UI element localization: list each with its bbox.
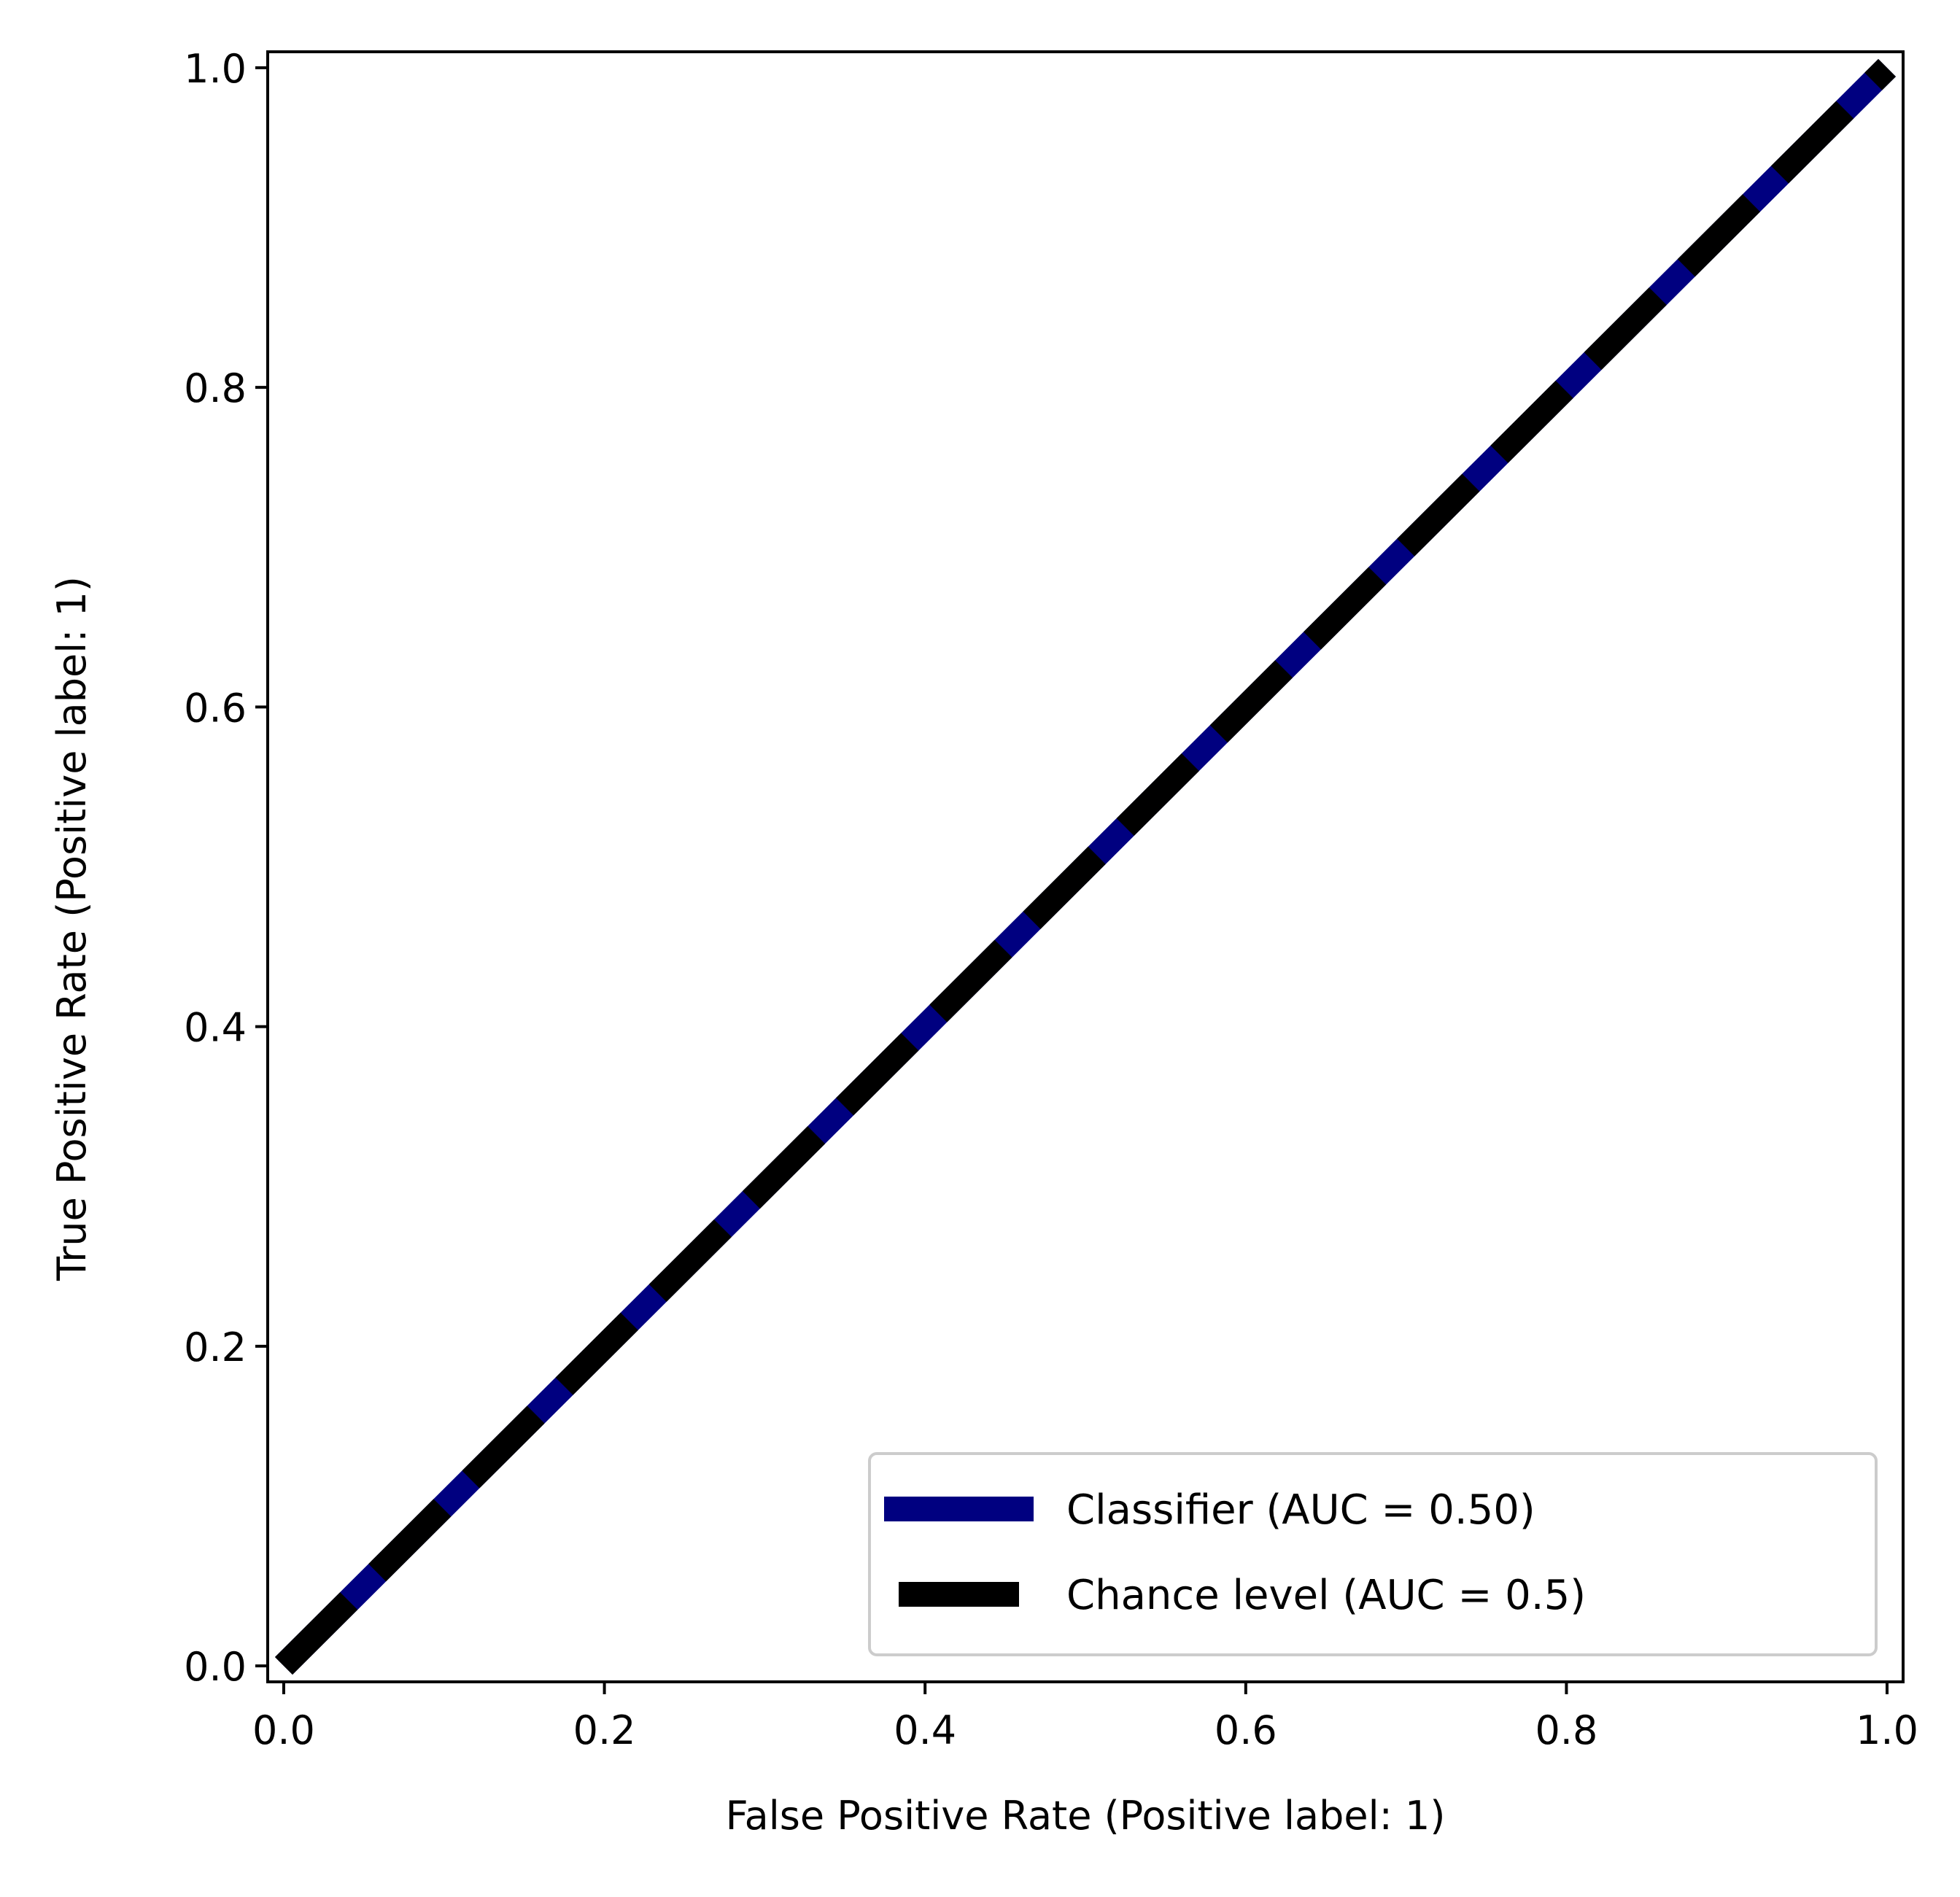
series-lines <box>274 58 1897 1675</box>
y-axis-label: True Positive Rate (Positive label: 1) <box>49 576 95 1281</box>
y-tick-label: 0.6 <box>184 685 247 731</box>
series-line-chance-level <box>274 58 1897 1675</box>
legend-label-classifier: Classifier (AUC = 0.50) <box>1066 1486 1535 1534</box>
y-axis: 0.0 0.2 0.4 0.6 0.8 1.0 <box>184 46 268 1690</box>
plot-frame <box>266 50 1905 1683</box>
x-tick-label: 0.4 <box>894 1707 956 1753</box>
legend-label-chance-level: Chance level (AUC = 0.5) <box>1066 1572 1586 1619</box>
legend-box <box>868 1452 1878 1656</box>
y-tick-label: 0.2 <box>184 1324 247 1370</box>
x-tick-label: 0.0 <box>252 1707 315 1753</box>
y-tick-label: 0.4 <box>184 1005 247 1051</box>
x-tick-label: 0.6 <box>1215 1707 1277 1753</box>
x-tick-label: 1.0 <box>1856 1707 1918 1753</box>
x-tick-label: 0.2 <box>573 1707 636 1753</box>
y-tick-label: 1.0 <box>184 46 247 92</box>
x-axis-label: False Positive Rate (Positive label: 1) <box>726 1793 1446 1839</box>
x-axis: 0.0 0.2 0.4 0.6 0.8 1.0 <box>252 1682 1918 1753</box>
x-tick-label: 0.8 <box>1535 1707 1597 1753</box>
y-tick-label: 0.0 <box>184 1644 247 1690</box>
y-tick-label: 0.8 <box>184 365 247 411</box>
plot-area <box>266 50 1905 1683</box>
legend: Classifier (AUC = 0.50) Chance level (AUC… <box>868 1452 1878 1656</box>
